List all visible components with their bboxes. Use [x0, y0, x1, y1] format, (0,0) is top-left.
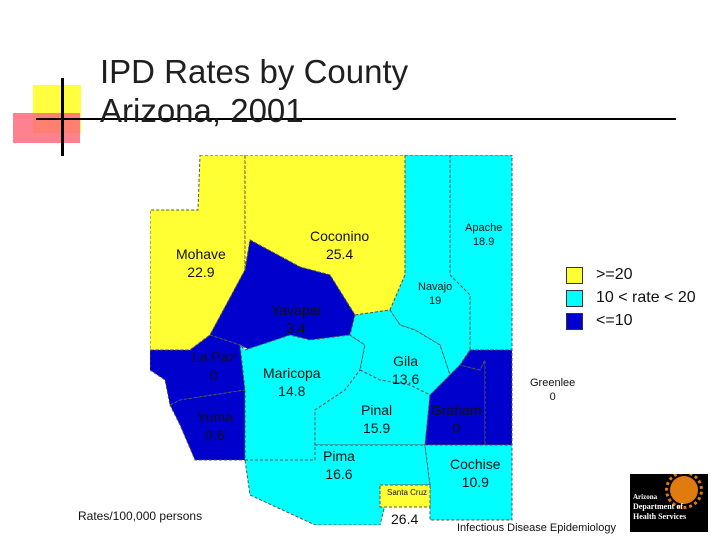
county-lapaz[interactable]: [150, 334, 246, 406]
legend-swatch-high: [566, 267, 583, 284]
page-title: IPD Rates by County Arizona, 2001: [100, 52, 408, 130]
legend-label-mid: 10 < rate < 20: [596, 289, 696, 306]
legend-swatch-low: [566, 313, 583, 330]
adhs-logo: Arizona Department of Health Services: [630, 474, 708, 532]
county-mohave[interactable]: [150, 155, 246, 351]
label-pinal: Pinal 15.9: [361, 402, 393, 436]
label-maricopa: Maricopa 14.8: [263, 365, 321, 399]
legend-swatch-mid: [566, 290, 583, 307]
county-gila[interactable]: [349, 309, 451, 396]
title-decoration-hline: [36, 118, 676, 120]
label-yavapai: Yavapai 3.4: [271, 302, 321, 336]
label-navajo: Navajo 19: [418, 281, 453, 307]
county-greenlee[interactable]: [459, 349, 513, 446]
title-line-2: Arizona, 2001: [100, 92, 304, 129]
county-santacruz[interactable]: [379, 484, 431, 508]
title-line-1: IPD Rates by County: [100, 53, 409, 90]
label-mohave: Mohave 22.9: [176, 246, 226, 280]
label-pima: Pima 16.6: [323, 448, 355, 482]
label-greenlee: Greenlee 0: [530, 377, 576, 403]
sun-icon: [665, 474, 703, 509]
logo-text: Arizona Department of Health Services: [633, 493, 687, 521]
label-coconino: Coconino 25.4: [310, 228, 370, 262]
title-decoration-vline: [61, 78, 64, 156]
legend-label-low: <=10: [596, 312, 633, 329]
label-cochise: Cochise 10.9: [450, 456, 501, 490]
label-yuma: Yuma 0.6: [197, 409, 233, 443]
label-lapaz: La Paz 0: [192, 349, 236, 383]
units-footnote: Rates/100,000 persons: [78, 509, 203, 523]
label-santacruz-name: Santa Cruz: [387, 488, 428, 497]
footer-text: Infectious Disease Epidemiology: [457, 522, 616, 534]
legend-label-high: >=20: [596, 266, 633, 283]
label-apache: Apache 18.9: [465, 222, 503, 248]
county-cochise[interactable]: [424, 444, 513, 521]
label-graham: Graham 0: [431, 402, 482, 436]
label-santacruz-rate: 26.4: [391, 511, 419, 527]
label-gila: Gila 13.6: [392, 353, 420, 387]
arizona-county-map: [150, 155, 513, 525]
